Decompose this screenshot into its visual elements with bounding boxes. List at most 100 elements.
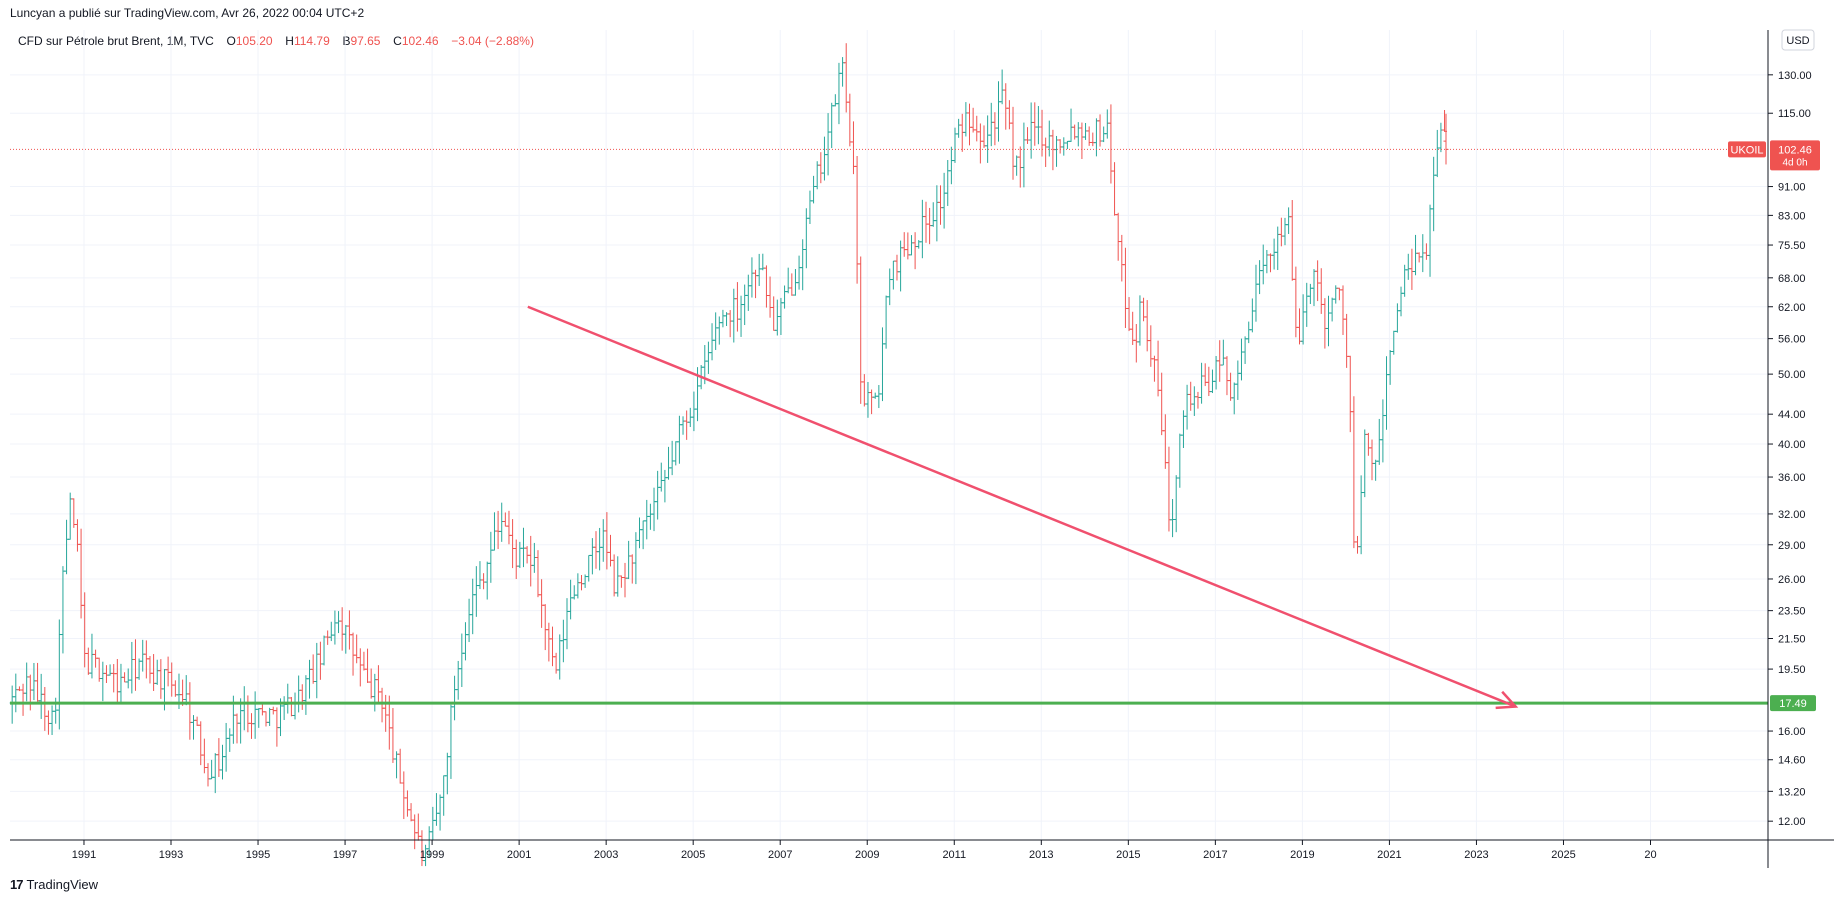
ohlc-bar [499,502,505,542]
ohlc-bar [1021,122,1027,188]
ohlc-bar [506,510,512,545]
ohlc-bar [832,94,838,107]
ohlc-bar [1315,260,1321,302]
ohlc-bar [495,510,501,550]
ohlc-bar [1322,298,1328,349]
ohlc-bar [336,611,342,634]
ohlc-bar [437,794,443,831]
ohlc-bar [520,527,526,568]
ohlc-bar [143,640,149,679]
ohlc-bar [981,125,987,148]
ohlc-bar [114,659,120,704]
price-tick-label: 75.50 [1778,240,1806,252]
ohlc-bar [651,487,657,532]
ohlc-bar [647,503,653,530]
ohlc-bar [988,102,994,147]
ohlc-bar [1155,340,1161,397]
support-price-tag: 17.49 [1770,695,1816,712]
ohlc-bar [85,647,91,675]
ohlc-bar [524,546,530,564]
ohlc-bar [383,694,389,732]
time-tick-label: 2005 [681,849,705,861]
trend-arrow-line[interactable] [527,305,1517,708]
ohlc-bar [517,541,523,569]
ohlc-bar [1119,234,1125,282]
ohlc-bar [158,659,164,699]
ohlc-bar [586,554,592,582]
close-label: C [393,34,402,48]
ohlc-bar [1387,350,1393,385]
ohlc-bar [462,622,468,661]
ohlc-bar [13,673,19,713]
ohlc-bar [854,156,860,284]
price-axis: 130.00 115.00 91.00 83.00 75.50 68.00 62.00 56.… [1768,70,1812,828]
ohlc-bar [346,610,352,650]
ohlc-bar [1347,355,1353,433]
ohlc-bar [967,103,973,146]
price-tick-label: 83.00 [1778,210,1806,222]
ohlc-bar [1101,126,1107,143]
ohlc-bar [1199,362,1205,404]
ohlc-bar [303,675,309,715]
price-tick-label: 26.00 [1778,574,1806,586]
ohlc-bar [307,659,313,699]
ohlc-bar [589,538,595,575]
ohlc-bar [1246,321,1252,344]
ohlc-bar [205,763,211,787]
low-label: B [342,34,351,48]
close-value: 102.46 [401,34,439,48]
ohlc-bar [1035,106,1041,145]
ohlc-bar [1003,83,1009,130]
ohlc-bar [111,664,117,693]
time-tick-label: 2023 [1464,849,1488,861]
ohlc-bar [1188,381,1194,411]
ohlc-bar [169,662,175,697]
ohlc-bar [1141,297,1147,322]
ohlc-bar [281,696,287,720]
ohlc-bar [430,806,436,840]
ohlc-bar [796,255,802,290]
publisher-caption: Luncyan a publié sur TradingView.com, Av… [10,6,365,20]
ohlc-bar [1398,286,1404,317]
currency-button[interactable]: USD [1781,29,1815,51]
ohlc-bar [1104,109,1110,139]
symbol-tag: UKOIL [1728,141,1766,158]
ohlc-bar [930,202,936,227]
ohlc-bar [568,579,574,620]
ohlc-bar [622,562,628,598]
ohlc-bar [365,648,371,683]
ohlc-bar [789,273,795,296]
ohlc-bar [1006,100,1012,130]
price-tick-label: 32.00 [1778,509,1806,521]
ohlc-bar [42,687,48,731]
ohlc-bar [390,708,396,763]
ohlc-bar [296,675,302,713]
price-tick-label: 130.00 [1778,70,1812,82]
ohlc-bar [223,722,229,772]
ohlc-bar [1122,247,1128,328]
ohlc-bar [644,499,650,540]
ohlc-bar [216,738,222,777]
price-tick-label: 50.00 [1778,369,1806,381]
ohlc-bar [31,662,37,701]
ohlc-bar [821,136,827,181]
ohlc-bar [1249,298,1255,333]
ohlc-bar [1384,356,1390,430]
ohlc-bar [673,441,679,466]
ohlc-bar [343,624,349,654]
ohlc-bar [539,579,545,628]
ohlc-bar [1267,253,1273,273]
ohlc-bar [1195,391,1201,409]
price-tick-label: 36.00 [1778,472,1806,484]
ohlc-bar [1351,396,1357,549]
ohlc-bar [1075,122,1081,147]
ohlc-bar [274,707,280,747]
tradingview-logo-icon: 17 [10,877,24,892]
ohlc-bar [107,664,113,676]
price-tick-label: 29.00 [1778,540,1806,552]
ohlc-bar [1133,324,1139,363]
ohlc-bar [713,312,719,350]
ohlc-bar [473,566,479,617]
ohlc-bar [800,239,806,291]
